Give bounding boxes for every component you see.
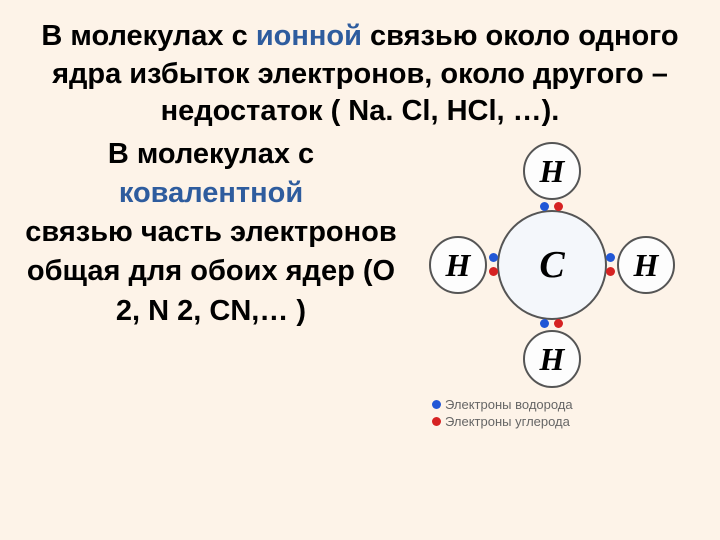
content-row: В молекулах с ковалентной связью часть э… bbox=[0, 135, 720, 431]
hydrogen-atom-left: H bbox=[429, 236, 487, 294]
hydrogen-label: H bbox=[634, 247, 659, 284]
electron-red bbox=[606, 267, 615, 276]
electron-blue bbox=[606, 253, 615, 262]
electron-blue bbox=[489, 253, 498, 262]
legend-dot-blue bbox=[432, 400, 441, 409]
main-heading: В молекулах с ионной связью около одного… bbox=[0, 0, 720, 135]
methane-diagram: C H H H H bbox=[412, 135, 692, 395]
carbon-atom: C bbox=[497, 210, 607, 320]
left-line3: связью часть электронов общая для обоих … bbox=[25, 216, 396, 326]
legend-row-carbon: Электроны углерода bbox=[432, 414, 702, 429]
electron-red bbox=[489, 267, 498, 276]
hydrogen-atom-bottom: H bbox=[523, 330, 581, 388]
hydrogen-label: H bbox=[446, 247, 471, 284]
legend-text-carbon: Электроны углерода bbox=[445, 414, 570, 429]
hydrogen-atom-top: H bbox=[523, 142, 581, 200]
legend: Электроны водорода Электроны углерода bbox=[412, 397, 702, 429]
diagram-panel: C H H H H Электроны водорода Эле bbox=[412, 135, 702, 431]
legend-row-hydrogen: Электроны водорода bbox=[432, 397, 702, 412]
legend-text-hydrogen: Электроны водорода bbox=[445, 397, 573, 412]
legend-dot-red bbox=[432, 417, 441, 426]
left-accent: ковалентной bbox=[119, 177, 303, 209]
heading-accent: ионной bbox=[256, 20, 362, 52]
electron-red bbox=[554, 202, 563, 211]
electron-blue bbox=[540, 319, 549, 328]
electron-blue bbox=[540, 202, 549, 211]
heading-part1: В молекулах с bbox=[41, 20, 255, 52]
covalent-text: В молекулах с ковалентной связью часть э… bbox=[18, 135, 412, 431]
hydrogen-atom-right: H bbox=[617, 236, 675, 294]
carbon-label: C bbox=[539, 243, 564, 287]
electron-red bbox=[554, 319, 563, 328]
hydrogen-label: H bbox=[540, 341, 565, 378]
hydrogen-label: H bbox=[540, 153, 565, 190]
left-line1: В молекулах с bbox=[108, 138, 314, 170]
